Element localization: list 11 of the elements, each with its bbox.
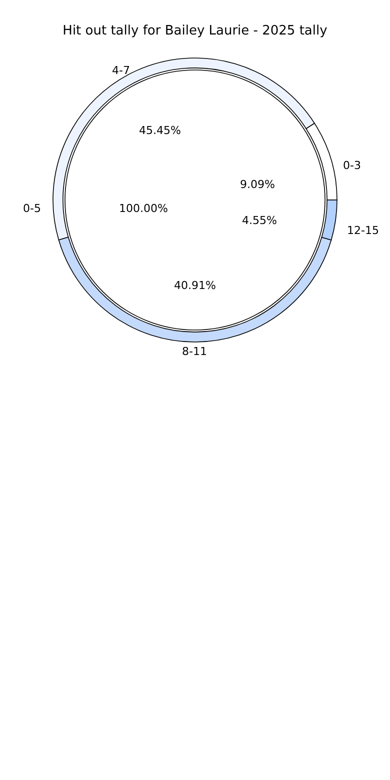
data-label: 4.55% <box>242 214 277 227</box>
data-label: 40.91% <box>174 279 216 292</box>
slice-label: 0-3 <box>343 159 361 172</box>
slice-label: 4-7 <box>112 64 130 77</box>
slice-label: 8-11 <box>182 345 207 358</box>
data-label: 100.00% <box>119 202 168 215</box>
chart-title: Hit out tally for Bailey Laurie - 2025 tally <box>62 24 328 39</box>
slice-label: 0-5 <box>23 202 41 215</box>
data-label: 9.09% <box>240 178 275 191</box>
slice-label: 12-15 <box>347 224 379 237</box>
data-label: 45.45% <box>139 124 181 137</box>
